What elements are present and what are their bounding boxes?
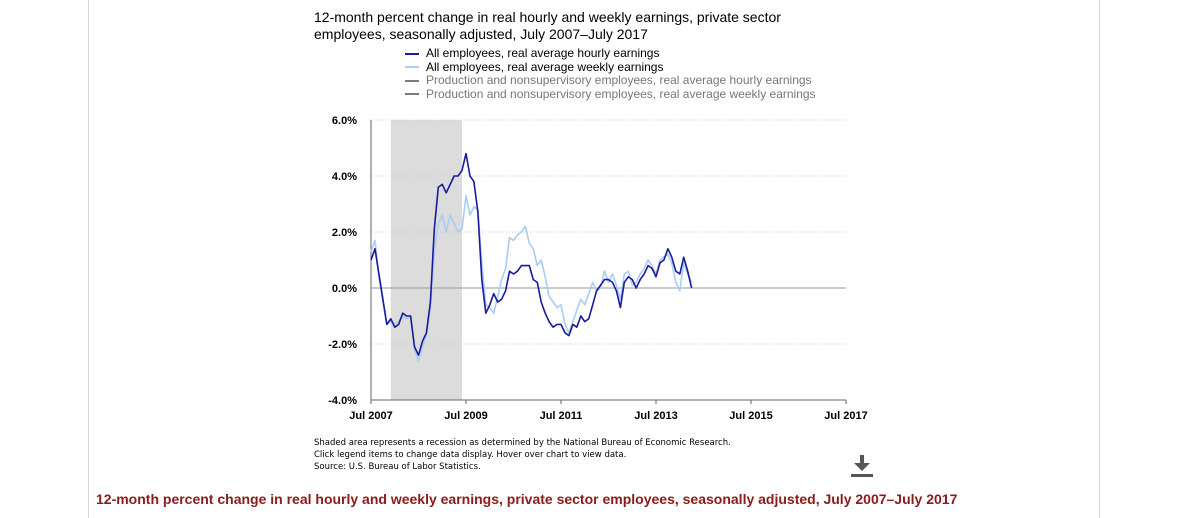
download-icon <box>851 455 873 477</box>
y-tick-label: -2.0% <box>328 339 357 351</box>
legend-swatch-hourly-icon <box>405 52 419 55</box>
legend-item-production-weekly[interactable]: Production and nonsupervisory employees,… <box>405 86 816 102</box>
chart-title: 12-month percent change in real hourly a… <box>314 9 781 42</box>
line-chart[interactable]: 6.0% 4.0% 2.0% 0.0% -2.0% -4.0% Jul 2007 Jul 20… <box>0 0 1192 500</box>
content-frame <box>88 0 1100 518</box>
x-tick-label: Jul 2015 <box>729 410 772 422</box>
note-instructions: Click legend items to change data displa… <box>314 450 627 460</box>
x-tick-label: Jul 2013 <box>634 410 677 422</box>
legend-label: All employees, real average hourly earni… <box>426 46 660 60</box>
legend-swatch-production-weekly-icon <box>405 93 419 96</box>
legend-label: Production and nonsupervisory employees,… <box>426 86 816 101</box>
y-tick-label: 0.0% <box>332 283 357 295</box>
chart-notes: Shaded area represents a recession as de… <box>314 437 731 473</box>
legend-label: All employees, real average weekly earni… <box>426 59 664 74</box>
download-button[interactable] <box>848 452 876 478</box>
y-tick-label: -4.0% <box>328 395 357 407</box>
bottom-caption: 12-month percent change in real hourly a… <box>96 491 958 507</box>
y-tick-label: 4.0% <box>332 171 357 183</box>
legend-item-weekly[interactable]: All employees, real average weekly earni… <box>405 59 816 75</box>
series-line-hourly <box>370 152 693 357</box>
legend-item-hourly[interactable]: All employees, real average hourly earni… <box>405 46 816 61</box>
y-tick-label: 6.0% <box>332 115 357 127</box>
x-tick-label: Jul 2007 <box>349 410 392 422</box>
note-recession: Shaded area represents a recession as de… <box>314 438 731 448</box>
legend-swatch-production-hourly-icon <box>405 79 419 82</box>
y-tick-label: 2.0% <box>332 227 357 239</box>
chart-legend: All employees, real average hourly earni… <box>405 46 816 102</box>
legend-item-production-hourly[interactable]: Production and nonsupervisory employees,… <box>405 73 816 88</box>
note-source: Source: U.S. Bureau of Labor Statistics. <box>314 462 481 472</box>
series-line-weekly <box>370 194 693 362</box>
x-tick-label: Jul 2009 <box>444 410 487 422</box>
legend-swatch-weekly-icon <box>405 66 419 69</box>
legend-label: Production and nonsupervisory employees,… <box>426 73 812 87</box>
x-tick-label: Jul 2011 <box>540 410 583 422</box>
recession-shade <box>390 120 463 400</box>
x-tick-label: Jul 2017 <box>824 410 867 422</box>
